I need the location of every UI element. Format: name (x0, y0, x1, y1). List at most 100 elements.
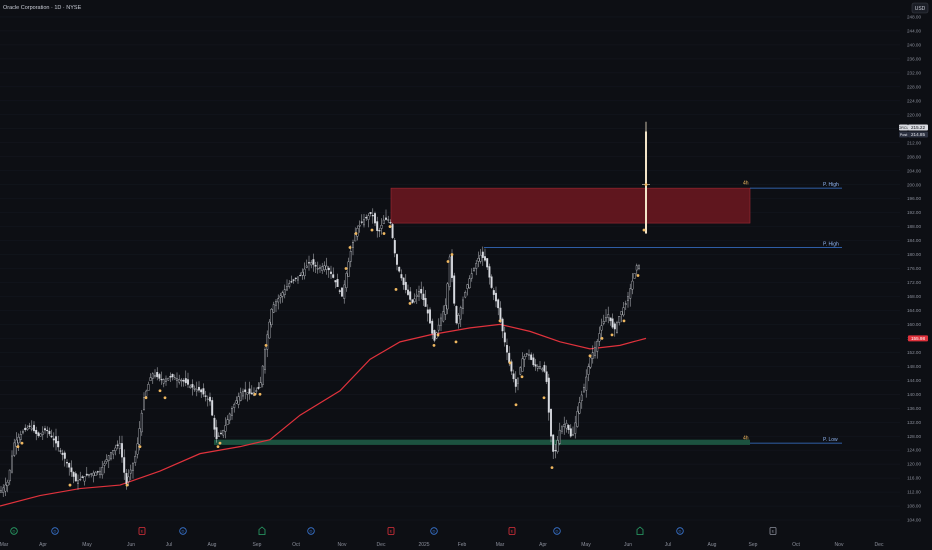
dividend-icon[interactable]: D (553, 527, 561, 535)
dividend-icon[interactable]: D (179, 527, 187, 535)
candle-body (46, 429, 49, 432)
candle-body (334, 280, 337, 283)
candle-body (8, 469, 11, 482)
candle-body (620, 311, 623, 315)
earnings-icon[interactable]: E (138, 527, 146, 535)
signal-marker (382, 232, 386, 235)
svg-text:E: E (141, 529, 144, 534)
svg-text:E: E (390, 529, 393, 534)
svg-text:D: D (310, 529, 313, 534)
x-tick-label: Sep (253, 542, 262, 548)
signal-marker (542, 396, 546, 400)
earnings-icon[interactable]: E (387, 527, 395, 535)
candle-body (609, 317, 612, 322)
candle-body (156, 372, 159, 378)
candle-body (50, 435, 53, 438)
candle-body (565, 423, 568, 429)
y-tick-label: 248.00 (907, 15, 921, 20)
signal-marker (508, 361, 512, 365)
timeframe-label: 4h (743, 436, 749, 442)
candle-body (310, 262, 313, 266)
candle-body (41, 431, 44, 435)
candle-body (492, 290, 495, 295)
candle-body (567, 425, 570, 430)
candle-body (468, 278, 471, 289)
earnings-icon[interactable]: E (769, 527, 777, 535)
level-lines[interactable]: P. High 4h P. High P. Low 4h (484, 181, 842, 444)
candle-body (413, 298, 416, 302)
candle-body (63, 452, 66, 459)
y-tick-label: 116.00 (907, 476, 921, 481)
candle-body (15, 439, 18, 447)
signal-marker (388, 225, 392, 228)
candle-body (44, 428, 46, 431)
candle-body (398, 266, 401, 272)
signal-marker (125, 483, 129, 487)
dividend-icon[interactable]: D (676, 527, 684, 535)
candle-body (462, 299, 464, 309)
candle-body (222, 430, 225, 436)
candle-body (591, 352, 594, 359)
candle-body (275, 301, 277, 306)
candle-body (387, 219, 390, 221)
candle-body (521, 358, 524, 372)
candle-body (121, 443, 123, 458)
candle-body (215, 427, 218, 440)
candle-body (552, 434, 555, 452)
candle-body (587, 366, 590, 375)
candle-body (33, 424, 35, 432)
svg-text:D: D (13, 529, 16, 534)
candle-body (136, 443, 139, 455)
supply-zone[interactable] (390, 187, 751, 224)
candle-body (105, 459, 108, 462)
candle-body (118, 443, 121, 449)
candle-body (231, 408, 233, 416)
x-tick-label: Dec (377, 542, 386, 548)
split-icon[interactable] (258, 526, 266, 535)
y-tick-label: 132.00 (907, 420, 921, 425)
y-tick-label: 104.00 (907, 518, 921, 523)
split-icon[interactable] (636, 526, 644, 535)
candle-body (138, 428, 141, 445)
candle-body (536, 366, 539, 369)
candle-body (347, 261, 350, 277)
dividend-icon[interactable]: D (51, 527, 59, 535)
y-tick-label: 184.00 (907, 238, 921, 243)
candle-body (479, 255, 482, 262)
signal-marker (642, 228, 646, 232)
price-axis[interactable]: 104.00 108.00 112.00 116.00 120.00 124.00 128.… (900, 0, 932, 550)
signal-marker (68, 483, 72, 487)
candle-body (503, 332, 506, 343)
signal-marker (520, 375, 524, 379)
earnings-icon[interactable]: E (508, 527, 516, 535)
symbol-title: Oracle Corporation · 1D · NYSE (3, 5, 82, 11)
candle-body (420, 289, 423, 294)
y-tick-label: 120.00 (907, 462, 921, 467)
candles (0, 121, 650, 497)
candle-body (429, 309, 431, 324)
candle-body (600, 325, 603, 331)
spike-candle (645, 131, 647, 234)
dividend-icon[interactable]: D (10, 527, 18, 535)
candle-body (448, 256, 451, 287)
candle-body (602, 321, 605, 324)
candle-body (57, 441, 60, 448)
signal-marker (258, 392, 262, 396)
candle-body (481, 251, 484, 258)
currency-button[interactable]: USD (911, 2, 929, 14)
candle-body (35, 429, 38, 434)
dividend-icon[interactable]: D (430, 527, 438, 535)
candle-body (514, 378, 517, 387)
demand-zone[interactable] (214, 439, 750, 445)
candle-body (365, 217, 368, 219)
dividend-icon[interactable]: D (307, 527, 315, 535)
last-symbol-tag (899, 124, 908, 131)
candle-body (277, 298, 280, 303)
candle-body (129, 469, 132, 474)
time-axis[interactable]: Mar Apr May Jun Jul Aug Sep Oct Nov Dec 2025 Feb Mar… (0, 542, 884, 548)
candle-body (0, 490, 2, 493)
y-tick-label: 168.00 (907, 294, 921, 299)
candle-body (224, 425, 227, 432)
